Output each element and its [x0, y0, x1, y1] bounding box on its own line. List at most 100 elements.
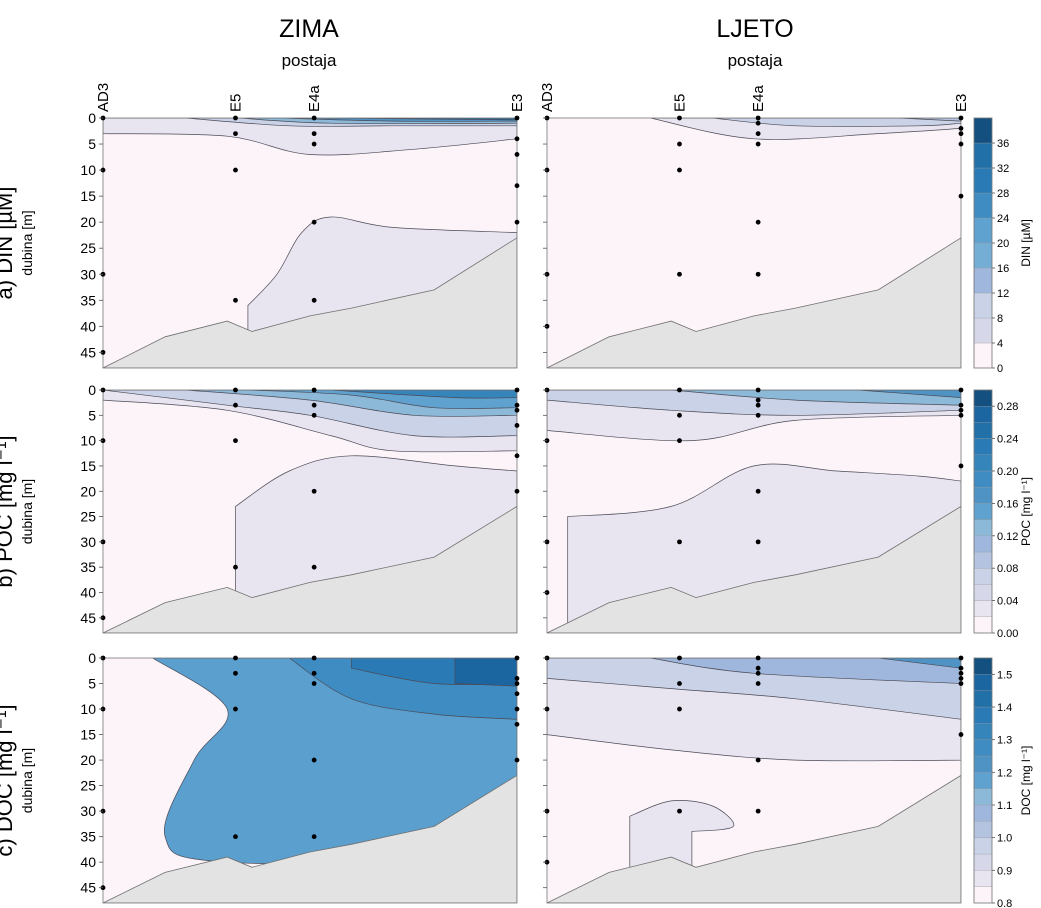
colorbar-segment [973, 470, 993, 488]
sample-point [755, 665, 761, 671]
sample-point [755, 539, 761, 545]
seafloor [547, 505, 961, 633]
colorbar-tick-label: 0.28 [997, 401, 1018, 413]
sample-point [677, 167, 682, 173]
colorbar-segment [973, 788, 993, 806]
station-label: E5 [227, 94, 244, 112]
colorbar-tick-label: 0.00 [997, 628, 1018, 640]
sample-point [514, 387, 520, 393]
sample-point [755, 670, 761, 676]
depth-tick-label: 5 [88, 407, 96, 423]
station-label: E4a [306, 85, 323, 112]
depth-tick-label: 25 [80, 509, 96, 525]
colorbar-segment [973, 706, 993, 724]
sample-point [755, 488, 761, 494]
colorbar-segment [973, 657, 993, 675]
depth-tick-label: 15 [80, 727, 96, 743]
contour-1.3 [878, 658, 961, 669]
sample-point [958, 115, 964, 121]
sample-point [311, 670, 317, 676]
sample-point [233, 834, 238, 840]
colorbar-segment [973, 406, 993, 423]
sample-point [311, 488, 317, 494]
colorbar-segment [973, 167, 993, 194]
station-label: AD3 [539, 83, 556, 112]
panel-frame [102, 117, 518, 369]
sample-point [514, 488, 520, 494]
colorbar-segment [973, 584, 993, 601]
contour-4 [103, 118, 517, 156]
colorbar-segment [973, 242, 993, 269]
colorbar-segment [973, 870, 993, 887]
colorbar-segment [973, 772, 993, 789]
sample-point [755, 115, 761, 121]
sample-point [677, 706, 682, 712]
station-label: E3 [953, 94, 970, 112]
depth-axis-label: dubina [m] [19, 748, 35, 813]
sample-point [233, 402, 238, 408]
sample-point [233, 670, 238, 676]
sample-point [514, 681, 520, 686]
depth-tick-label: 0 [88, 382, 96, 398]
sample-point [233, 438, 238, 444]
colorbar-tick-label: 0 [997, 363, 1003, 375]
colorbar-segment [973, 755, 993, 773]
contour-12 [898, 118, 961, 122]
colorbar-label: DIN [µM] [1019, 219, 1033, 267]
sample-point [311, 402, 317, 408]
colorbar-segment [973, 674, 993, 691]
panel-frame [102, 657, 518, 904]
depth-tick-label: 15 [80, 458, 96, 474]
sample-point [677, 655, 682, 661]
sample-point [958, 126, 964, 131]
sample-point [958, 670, 964, 676]
depth-tick-label: 15 [80, 188, 96, 204]
depth-tick-label: 10 [80, 162, 96, 178]
sample-point [755, 402, 761, 408]
colorbar-segment [973, 821, 993, 838]
sample-point [514, 691, 520, 697]
colorbar-segment [973, 117, 993, 144]
sample-point [958, 141, 964, 147]
sample-point [233, 297, 238, 303]
sample-point [514, 152, 520, 157]
colorbar-segment [973, 519, 993, 536]
depth-tick-label: 30 [80, 534, 96, 550]
colorbar-tick-label: 36 [997, 138, 1009, 150]
colorbar-segment [973, 535, 993, 553]
depth-tick-label: 20 [80, 214, 96, 230]
sample-point [233, 167, 238, 173]
sample-point [233, 115, 238, 121]
colorbar-segment [973, 217, 993, 244]
depth-tick-label: 45 [80, 610, 96, 626]
colorbar-frame [973, 657, 993, 904]
colorbar-segment [973, 723, 993, 740]
depth-tick-label: 20 [80, 752, 96, 768]
sample-point [677, 412, 682, 418]
sample-point [311, 141, 317, 147]
sample-point [755, 271, 761, 277]
sample-point [755, 757, 761, 763]
colorbar-segment [973, 568, 993, 585]
sample-point [755, 681, 761, 686]
sample-point [514, 219, 520, 225]
sample-point [233, 387, 238, 393]
station-label: E5 [671, 94, 688, 112]
station-label: E3 [509, 94, 526, 112]
sample-point [755, 141, 761, 147]
sample-point [233, 131, 238, 137]
sample-point [755, 131, 761, 137]
colorbar-tick-label: 12 [997, 288, 1009, 300]
sample-point [514, 407, 520, 413]
depth-tick-label: 20 [80, 483, 96, 499]
colorbar-tick-label: 1.1 [997, 800, 1012, 812]
sample-point [311, 387, 317, 393]
sample-point [311, 412, 317, 418]
depth-tick-label: 45 [80, 880, 96, 896]
depth-tick-label: 5 [88, 676, 96, 692]
panel-poc-ljeto [543, 387, 964, 634]
colorbar-frame [973, 389, 993, 634]
station-label: E4a [750, 85, 767, 112]
colorbar-tick-label: 0.04 [997, 596, 1018, 608]
